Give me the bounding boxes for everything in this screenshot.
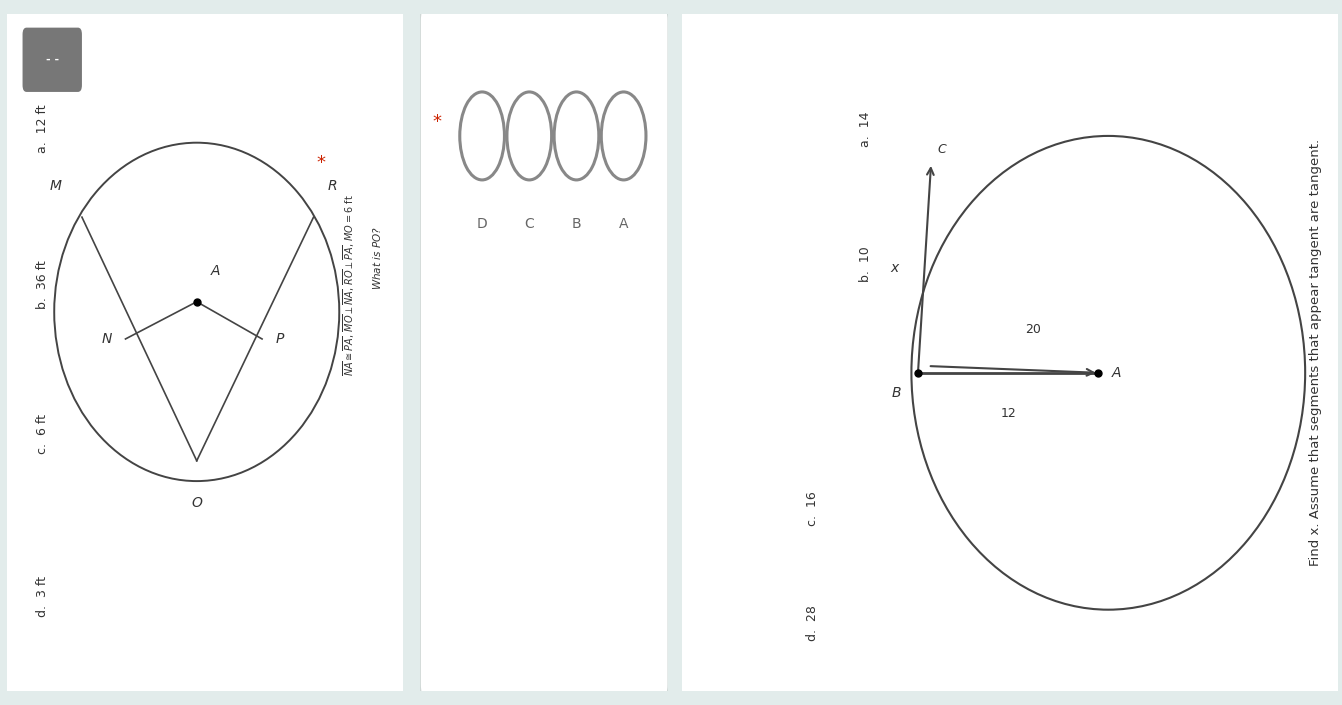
Text: Find x. Assume that segments that appear tangent are tangent.: Find x. Assume that segments that appear… xyxy=(1308,139,1322,566)
FancyBboxPatch shape xyxy=(675,7,1342,698)
Ellipse shape xyxy=(460,92,505,180)
Text: O: O xyxy=(192,496,203,510)
Text: C: C xyxy=(525,217,534,231)
Text: C: C xyxy=(938,143,946,157)
Text: D: D xyxy=(476,217,487,231)
Ellipse shape xyxy=(554,92,599,180)
Text: R: R xyxy=(327,180,337,193)
Ellipse shape xyxy=(601,92,646,180)
Text: N: N xyxy=(101,332,111,346)
Text: A: A xyxy=(1111,366,1121,380)
Text: What is $PO$?: What is $PO$? xyxy=(370,226,382,290)
Text: *: * xyxy=(317,154,326,172)
Text: a.  14: a. 14 xyxy=(859,111,872,147)
FancyBboxPatch shape xyxy=(420,7,668,698)
Text: A: A xyxy=(211,264,220,278)
Text: A: A xyxy=(619,217,628,231)
Text: c.  16: c. 16 xyxy=(807,491,820,525)
Text: d.  28: d. 28 xyxy=(807,606,820,641)
Text: M: M xyxy=(50,180,62,193)
Text: c.  6 ft: c. 6 ft xyxy=(36,414,48,454)
Text: $\overline{NA} \cong \overline{PA}$, $\overline{MO} \perp \overline{NA}$, $\over: $\overline{NA} \cong \overline{PA}$, $\o… xyxy=(341,194,357,376)
Text: d.  3 ft: d. 3 ft xyxy=(36,576,48,617)
Text: 12: 12 xyxy=(1000,407,1016,419)
FancyBboxPatch shape xyxy=(3,7,407,698)
Text: a.  12 ft: a. 12 ft xyxy=(36,105,48,154)
Text: 20: 20 xyxy=(1025,323,1041,336)
Text: *: * xyxy=(433,114,442,131)
Text: b.  36 ft: b. 36 ft xyxy=(36,260,48,309)
Text: b.  10: b. 10 xyxy=(859,247,872,283)
FancyBboxPatch shape xyxy=(23,27,82,92)
Text: B: B xyxy=(892,386,902,400)
Ellipse shape xyxy=(507,92,552,180)
Text: - -: - - xyxy=(46,55,59,65)
Text: x: x xyxy=(890,261,898,275)
Text: B: B xyxy=(572,217,581,231)
Text: P: P xyxy=(276,332,285,346)
